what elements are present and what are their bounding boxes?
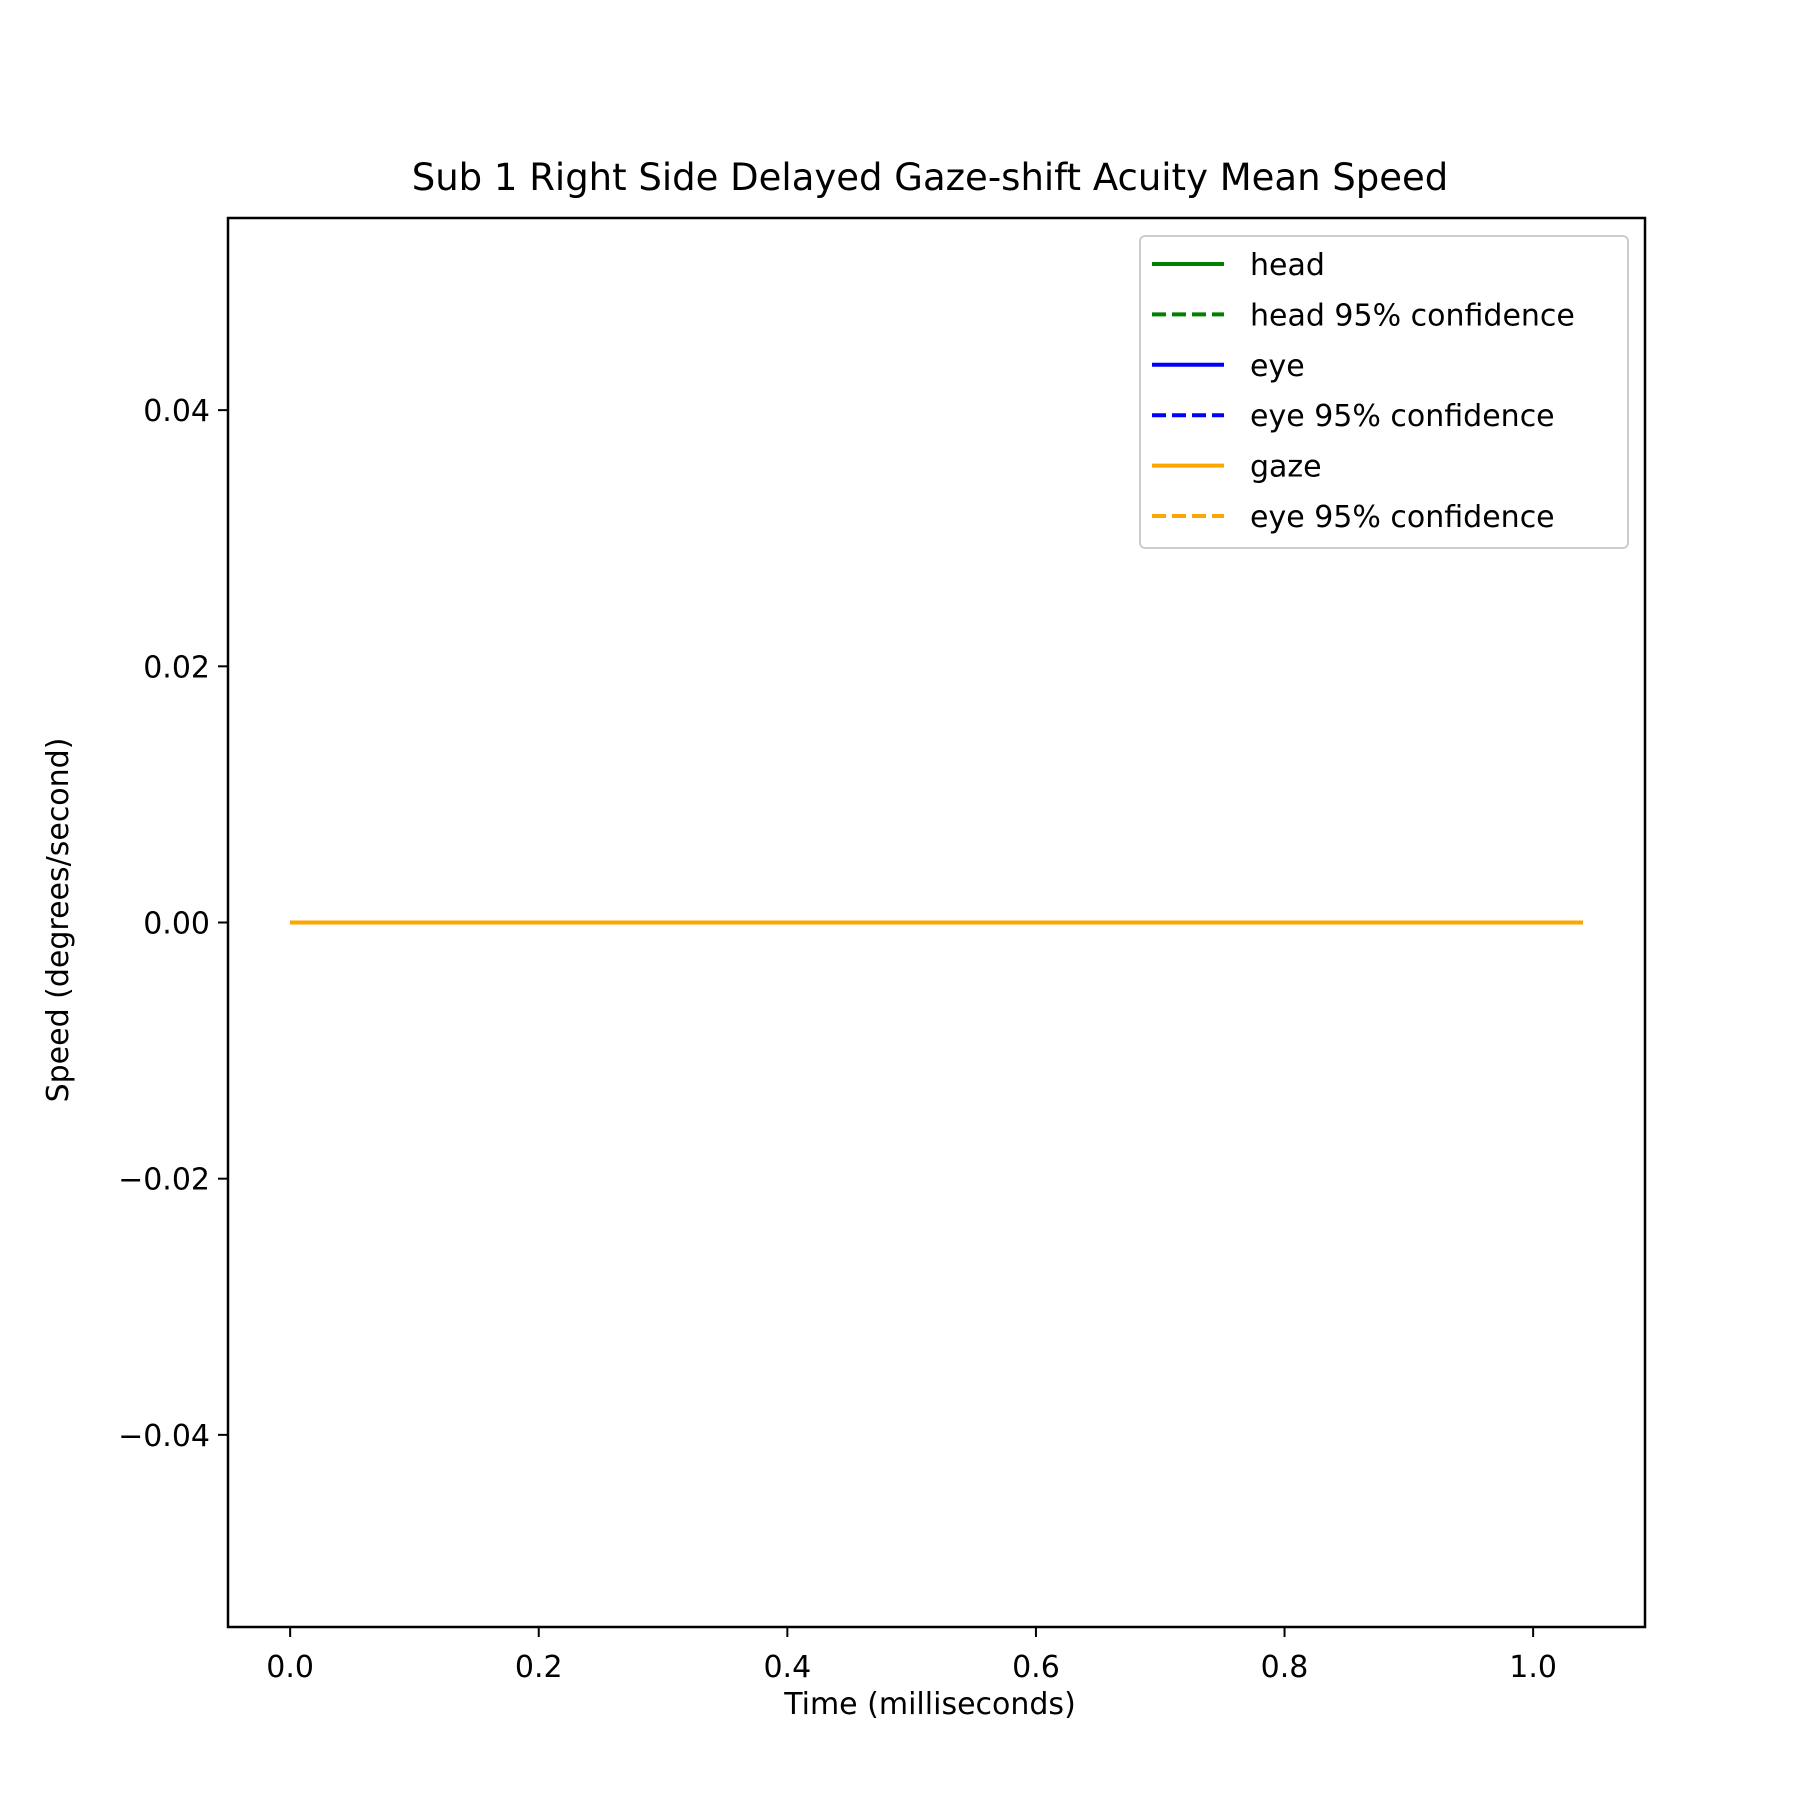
y-tick-label: −0.02 <box>118 1163 210 1198</box>
legend-label-4: gaze <box>1250 450 1322 485</box>
chart-title: Sub 1 Right Side Delayed Gaze-shift Acui… <box>412 156 1449 199</box>
y-axis-label: Speed (degrees/second) <box>41 738 76 1103</box>
y-tick-label: 0.00 <box>143 907 210 942</box>
y-tick-label: 0.04 <box>143 394 210 429</box>
legend-box <box>1139 235 1629 549</box>
axes-border <box>226 216 1647 1629</box>
x-tick-label: 0.2 <box>515 1650 563 1685</box>
x-tick-label: 1.0 <box>1509 1650 1557 1685</box>
axes-frame <box>226 216 1647 1629</box>
legend: head head 95% confidence eye eye 95% confid… <box>1139 235 1629 549</box>
legend-label-3: eye 95% confidence <box>1250 399 1555 434</box>
legend-label-0: head <box>1250 248 1325 283</box>
legend-label-5: eye 95% confidence <box>1250 500 1555 535</box>
x-tick-label: 0.6 <box>1012 1650 1060 1685</box>
legend-label-2: eye <box>1250 349 1305 384</box>
y-axis-ticks: 0.04 0.02 0.00 −0.02 −0.04 <box>118 394 228 1454</box>
x-tick-label: 0.4 <box>763 1650 811 1685</box>
x-axis-ticks: 0.0 0.2 0.4 0.6 0.8 1.0 <box>266 1627 1557 1685</box>
x-tick-label: 0.8 <box>1261 1650 1309 1685</box>
legend-label-1: head 95% confidence <box>1250 298 1575 333</box>
x-axis-label: Time (milliseconds) <box>783 1687 1076 1722</box>
y-tick-label: 0.02 <box>143 650 210 685</box>
y-tick-label: −0.04 <box>118 1419 210 1454</box>
x-tick-label: 0.0 <box>266 1650 314 1685</box>
